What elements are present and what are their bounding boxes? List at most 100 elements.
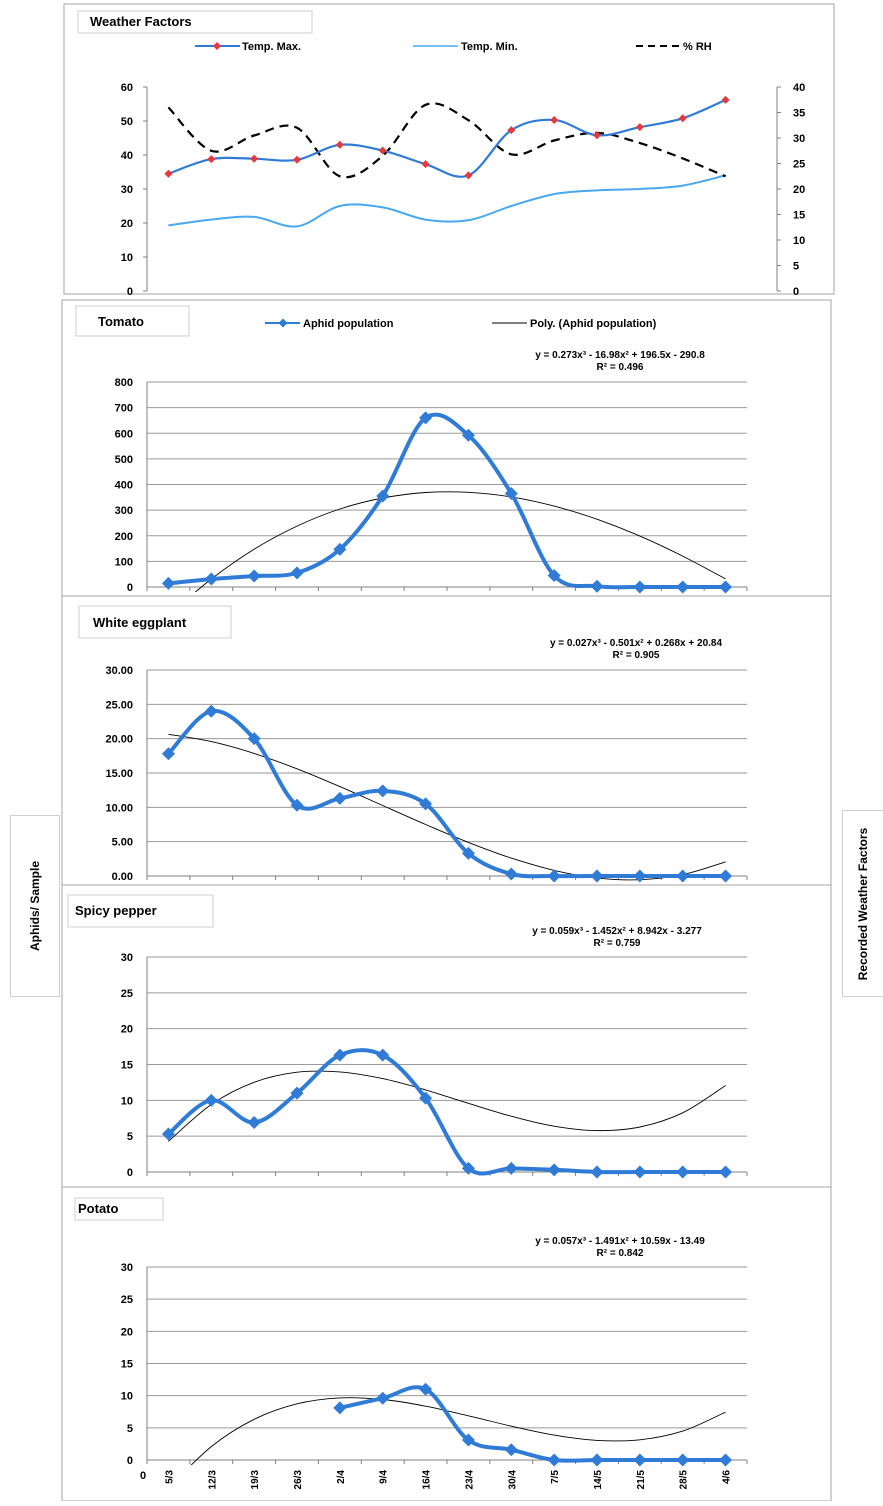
y-tick-label: 0 <box>127 1455 133 1467</box>
y2-tick-label: 40 <box>793 82 805 94</box>
aphid-population-point <box>204 1093 218 1107</box>
chart-panel-3 <box>61 884 832 1188</box>
aphid-population-point <box>676 580 690 594</box>
legend-label-aphid: Aphid population <box>303 318 394 330</box>
chart-panel-1 <box>61 299 832 597</box>
y-tick-label: 600 <box>115 428 133 440</box>
aphid-population-point <box>676 1453 690 1467</box>
y-tick-label: 25 <box>121 1294 133 1306</box>
y-tick-label: 30 <box>121 952 133 964</box>
aphid-population-point <box>504 486 518 500</box>
point-temp-max <box>207 155 216 164</box>
y-tick-label: 0 <box>127 1167 133 1179</box>
y-tick-label: 200 <box>115 531 133 543</box>
aphid-population-point <box>333 1048 347 1062</box>
weather-chart: Weather Factors 0 10 20 30 40 50 60 0 5 10 15 20 25 30… <box>77 10 805 298</box>
aphid-chart-3: Spicy pepper 0 5 10 15 20 25 30 y = 0.059x³ - 1.… <box>67 894 748 1179</box>
y-tick-label: 0 <box>127 286 133 298</box>
aphid-population-point <box>719 1453 733 1467</box>
aphid-population-point <box>333 542 347 556</box>
poly-trendline <box>194 491 726 592</box>
aphid-population-point <box>547 869 561 883</box>
title-box <box>78 605 232 639</box>
y2-tick-label: 10 <box>793 235 805 247</box>
legend-label-poly: Poly. (Aphid population) <box>530 318 657 330</box>
y-tick-label: 40 <box>121 150 133 162</box>
point-temp-max <box>593 131 601 140</box>
y-tick-label: 60 <box>121 82 133 94</box>
aphid-population-point <box>461 1433 475 1447</box>
y-tick-label: 300 <box>115 505 133 517</box>
poly-trendline <box>168 1070 726 1142</box>
y-tick-label: 30 <box>121 184 133 196</box>
trend-r2: R² = 0.496 <box>597 362 644 373</box>
trend-equation: y = 0.059x³ - 1.452x² + 8.942x - 3.277 <box>532 926 702 937</box>
aphid-chart-4: Potato 0 5 10 15 20 25 30 y = 0.057x³ - 1.491x² … <box>74 1197 748 1467</box>
title-box <box>67 894 214 928</box>
chart-panel-2 <box>61 595 832 886</box>
y2-tick-label: 30 <box>793 133 805 145</box>
y-tick-label: 400 <box>115 480 133 492</box>
trend-equation: y = 0.027x³ - 0.501x² + 0.268x + 20.84 <box>550 638 723 649</box>
y2-tick-label: 0 <box>793 286 799 298</box>
series-temp-min <box>168 174 726 228</box>
aphid-population-line <box>168 412 726 590</box>
aphid-population-point <box>547 1453 561 1467</box>
y-tick-label: 20 <box>121 1024 133 1036</box>
point-temp-max <box>293 155 301 164</box>
y-tick-label: 100 <box>115 556 133 568</box>
trend-r2: R² = 0.759 <box>594 938 641 949</box>
y-tick-label: 500 <box>115 454 133 466</box>
aphid-population-point <box>633 869 647 883</box>
aphid-population-point <box>419 1091 433 1105</box>
aphid-population-point <box>676 1165 690 1179</box>
panel-frame <box>61 595 832 886</box>
point-temp-max <box>378 146 387 155</box>
x-tick-label: 9/4 <box>379 1470 390 1484</box>
trend-equation: y = 0.273x³ - 16.98x² + 196.5x - 290.8 <box>535 350 705 361</box>
y-tick-label: 30.00 <box>105 665 133 677</box>
y-tick-label: 20.00 <box>105 734 133 746</box>
aphid-population-point <box>376 1048 390 1062</box>
right-axis-title: Recorded Weather Factors <box>856 827 870 980</box>
chart-title: Spicy pepper <box>75 903 157 918</box>
aphid-population-point <box>590 1453 604 1467</box>
aphid-population-point <box>376 489 390 503</box>
x-tick-label: 23/4 <box>464 1470 475 1490</box>
aphid-population-point <box>590 1165 604 1179</box>
y-tick-label: 25.00 <box>105 699 133 711</box>
aphid-population-point <box>504 1161 518 1175</box>
y-tick-label: 5 <box>127 1131 133 1143</box>
x-tick-label: 28/5 <box>679 1470 690 1490</box>
aphid-population-point <box>247 732 261 746</box>
chart-title: Tomato <box>98 314 144 329</box>
title-box <box>74 1197 164 1221</box>
point-temp-max <box>550 115 559 124</box>
title-box <box>77 10 313 34</box>
panel-frame <box>63 3 835 295</box>
aphid-population-point <box>590 579 604 593</box>
aphid-population-point <box>633 580 647 594</box>
right-axis-title-box: Recorded Weather Factors <box>842 810 883 997</box>
y-tick-label: 20 <box>121 218 133 230</box>
aphid-chart-2: White eggplant 0.00 5.00 10.00 15.00 20.00 25.… <box>78 605 748 883</box>
y-tick-label: 10 <box>121 1391 133 1403</box>
aphid-population-point <box>633 1165 647 1179</box>
x-tick-label: 16/4 <box>422 1470 433 1490</box>
chart-title: White eggplant <box>93 615 187 630</box>
aphid-population-point <box>247 1116 261 1130</box>
aphid-population-point <box>461 428 475 442</box>
x-tick-label: 21/5 <box>636 1470 647 1490</box>
chart-title: Weather Factors <box>90 14 192 29</box>
left-axis-title-box: Aphids/ Sample <box>10 815 60 997</box>
y-tick-label: 15.00 <box>105 768 133 780</box>
trend-equation: y = 0.057x³ - 1.491x² + 10.59x - 13.49 <box>535 1236 705 1247</box>
y-tick-label: 5.00 <box>112 837 133 849</box>
left-axis-title: Aphids/ Sample <box>28 860 42 952</box>
legend-label-temp-min: Temp. Min. <box>461 41 518 53</box>
aphid-population-point <box>204 572 218 586</box>
y-tick-label: 50 <box>121 116 133 128</box>
y-tick-label: 20 <box>121 1326 133 1338</box>
y2-tick-label: 15 <box>793 210 805 222</box>
